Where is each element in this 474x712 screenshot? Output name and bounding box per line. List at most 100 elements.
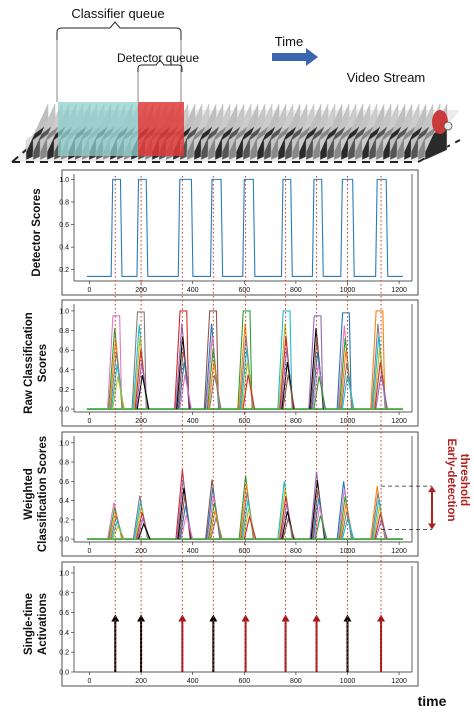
y-axis-label: Raw Classification (23, 312, 35, 414)
score-burst (336, 481, 355, 540)
x-tick-label: 400 (187, 548, 199, 555)
y-tick-label: 0.6 (59, 610, 69, 617)
activation-arrow-head-icon (209, 614, 218, 622)
score-series-line (112, 376, 125, 410)
y-tick-label: 0.6 (59, 222, 69, 229)
y-tick-label: 0.8 (59, 590, 69, 597)
y-tick-label: 0.8 (59, 328, 69, 335)
y-tick-label: 0.0 (59, 670, 69, 677)
y-tick-label: 0.2 (59, 267, 69, 274)
activation-arrow-head-icon (312, 614, 321, 622)
y-tick-label: 0.8 (59, 460, 69, 467)
score-series-line (308, 315, 324, 410)
score-burst (132, 495, 151, 540)
time-arrow-icon (272, 48, 318, 66)
score-burst (370, 310, 389, 410)
x-tick-label: 600 (238, 548, 250, 555)
y-tick-label: 0.4 (59, 498, 69, 505)
score-burst (174, 310, 192, 410)
panel-detector: 0.2 0.4 0.6 0.8 1.0 0 200 400 600 800 1000 1200 Dete… (31, 169, 419, 296)
x-tick-label: 600 (238, 418, 250, 425)
score-series-line (174, 310, 190, 410)
score-series-line (313, 376, 327, 410)
score-series-line (131, 311, 147, 410)
x-tick-label: 1000 (340, 678, 356, 685)
x-tick-label: 1200 (391, 418, 407, 425)
detector-score-line (86, 178, 403, 278)
score-series-line (242, 374, 256, 410)
classifier-queue-label: Classifier queue (71, 6, 164, 21)
y-axis-label: Scores (37, 344, 49, 382)
x-tick-label: 200 (135, 548, 147, 555)
x-tick-label: 800 (290, 287, 302, 294)
x-tick-label: 1000 (340, 287, 356, 294)
x-tick-label: 600 (238, 678, 250, 685)
score-burst (203, 310, 222, 410)
classifier-queue-brace (56, 21, 182, 40)
early-detection-label: Early-detection (445, 438, 457, 521)
y-tick-label: 0.0 (59, 407, 69, 414)
score-burst (175, 469, 194, 540)
score-series-line (243, 514, 257, 540)
panel-raw: 0.00.20.40.60.81.0020040060080010001200R… (23, 299, 419, 427)
y-tick-label: 0.4 (59, 630, 69, 637)
y-tick-label: 0.2 (59, 650, 69, 657)
score-series-line (341, 375, 355, 410)
y-axis-label: Activations (37, 593, 49, 655)
score-series-line (106, 315, 123, 410)
x-tick-label: 200 (135, 678, 147, 685)
y-tick-label: 0.2 (59, 517, 69, 524)
arrow-down-icon (428, 523, 436, 530)
score-series-line (370, 310, 386, 410)
y-tick-label: 1.0 (59, 570, 69, 577)
score-burst (308, 315, 327, 410)
guide-lines (114, 176, 382, 672)
y-tick-label: 0.4 (59, 245, 69, 252)
score-series-line (112, 524, 125, 540)
score-burst (309, 471, 328, 540)
score-series-line (282, 516, 296, 540)
arrow-up-icon (428, 486, 436, 493)
y-tick-label: 0.0 (59, 537, 69, 544)
y-axis-label: Weighted (23, 468, 35, 520)
score-series-line (203, 310, 220, 410)
x-tick-label: 800 (290, 678, 302, 685)
panel-frame (61, 561, 419, 687)
score-series-line (314, 515, 328, 540)
score-series-line (180, 514, 194, 540)
detector-queue-brace (137, 59, 183, 72)
y-tick-label: 0.2 (59, 387, 69, 394)
x-tick-label: 0 (88, 678, 92, 685)
activation-arrow-head-icon (377, 614, 386, 622)
y-tick-label: 0.6 (59, 479, 69, 486)
score-series-line (237, 310, 253, 410)
x-tick-label: 600 (238, 287, 250, 294)
y-axis-label: Classification Scores (37, 436, 49, 552)
activation-arrow-head-icon (241, 614, 250, 622)
threshold-label: threshold (458, 454, 470, 506)
score-series-line (375, 374, 389, 410)
score-series-line (137, 522, 151, 540)
score-series-line (179, 374, 192, 410)
x-tick-label: 1200 (391, 678, 407, 685)
activation-arrow-head-icon (111, 614, 120, 622)
y-tick-label: 0.8 (59, 199, 69, 206)
panels: 0.2 0.4 0.6 0.8 1.0 0 200 400 600 800 1000 1200 Dete… (23, 169, 436, 687)
score-series-line (277, 310, 293, 410)
x-axis-time-label: time (418, 693, 447, 709)
video-stream-illustration (11, 21, 461, 163)
detector-queue-block (138, 102, 184, 156)
y-tick-label: 1.0 (59, 177, 69, 184)
y-tick-label: 0.6 (59, 348, 69, 355)
x-tick-label: 1200 (391, 548, 407, 555)
x-tick-label: 400 (187, 287, 199, 294)
y-tick-label: 1.0 (59, 308, 69, 315)
car-image (432, 110, 448, 134)
x-tick-label: 200 (135, 287, 147, 294)
score-burst (370, 486, 389, 540)
score-series-line (341, 516, 355, 540)
y-axis-label: Single-time (23, 593, 35, 655)
activation-arrow-head-icon (137, 614, 146, 622)
score-series-line (208, 374, 222, 410)
